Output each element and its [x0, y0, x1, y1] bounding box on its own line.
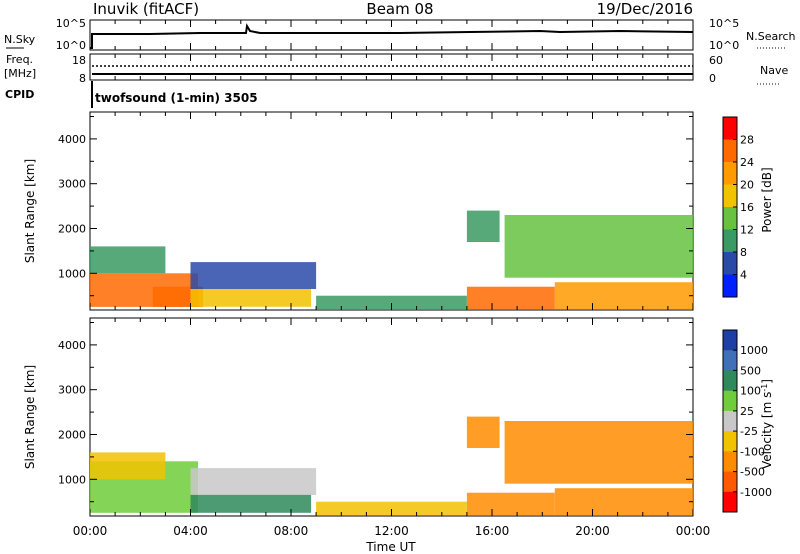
velocity-scale-swatch [723, 491, 737, 513]
power-scale-swatch [723, 162, 737, 185]
power-scale-swatch [723, 207, 737, 230]
velocity-scale-swatch [723, 330, 737, 351]
power-scale-swatch [723, 117, 737, 140]
heatmap-cell [466, 210, 500, 242]
power-scale-swatch [723, 184, 737, 208]
velocity-scale-label: -100 [740, 445, 765, 458]
nave-tick-bottom: 0 [709, 72, 716, 85]
cpid-value: twofsound (1-min) 3505 [95, 91, 258, 105]
power-scale-title: Power [dB] [760, 167, 774, 232]
power-scale-label: 4 [740, 269, 747, 282]
nave-label: Nave [760, 64, 788, 77]
x-tick-label: 00:00 [73, 524, 108, 538]
heatmap-cell [190, 468, 317, 495]
power-scale-swatch [723, 229, 737, 253]
velocity-scale-label: -1000 [740, 486, 772, 499]
velocity-scale-label: 25 [740, 405, 754, 418]
velocity-color-scale: 1000 500 100 25 -25 -100 -500 -1000 [722, 329, 772, 513]
power-y-title: Slant Range [km] [23, 159, 37, 263]
y-tick-label: 3000 [58, 178, 86, 191]
y-tick-label: 4000 [58, 339, 86, 352]
power-scale-label: 24 [740, 156, 754, 169]
x-tick-label: 12:00 [374, 524, 409, 538]
x-tick-label: 16:00 [475, 524, 510, 538]
beam-title: Beam 08 [366, 0, 433, 18]
heatmap-cell [90, 452, 166, 480]
heatmap-cell [190, 288, 312, 307]
velocity-scale-swatch [723, 471, 737, 493]
date-title: 19/Dec/2016 [597, 0, 693, 18]
velocity-heatmap [90, 416, 693, 516]
velocity-scale-swatch [723, 451, 737, 472]
power-scale-swatch [723, 252, 737, 275]
power-scale-label: 12 [740, 224, 754, 237]
heatmap-cell [554, 488, 693, 516]
velocity-scale-border [722, 329, 738, 513]
velocity-scale-title: Velocity [m s-1] [760, 379, 774, 469]
velocity-y-ticks: 1000 2000 3000 4000 [58, 322, 693, 503]
heatmap-cell [190, 494, 312, 513]
velocity-scale-swatch [723, 370, 737, 392]
x-tick-label: 04:00 [173, 524, 208, 538]
heatmap-cell [316, 295, 467, 310]
heatmap-cell [504, 215, 693, 278]
nsearch-tick-bottom: 10^0 [709, 39, 739, 52]
y-tick-label: 2000 [58, 223, 86, 236]
cpid-label: CPID [5, 88, 34, 101]
power-heatmap [90, 210, 693, 310]
velocity-scale-label: 500 [740, 364, 761, 377]
nsky-tick-top: 10^5 [56, 17, 86, 30]
power-scale-label: 28 [740, 134, 754, 147]
x-tick-label: 00:00 [676, 524, 711, 538]
power-scale-swatch [723, 139, 737, 163]
velocity-scale-label: -25 [740, 425, 758, 438]
y-tick-label: 1000 [58, 473, 86, 486]
heatmap-cell [90, 246, 166, 274]
heatmap-cell [504, 421, 693, 484]
velocity-scale-swatch [723, 390, 737, 412]
heatmap-cell [190, 262, 317, 289]
velocity-y-title: Slant Range [km] [23, 365, 37, 469]
freq-tick-top: 18 [72, 54, 86, 67]
heatmap-cell [466, 416, 500, 448]
freq-label: Freq. [6, 53, 33, 66]
y-tick-label: 3000 [58, 384, 86, 397]
power-scale-label: 16 [740, 201, 754, 214]
nsearch-label: N.Search [746, 30, 796, 43]
y-tick-label: 4000 [58, 133, 86, 146]
x-axis-title: Time UT [365, 540, 416, 554]
power-y-ticks: 1000 2000 3000 4000 [58, 116, 693, 297]
nsky-trace [90, 23, 694, 49]
velocity-scale-label: -500 [740, 466, 765, 479]
velocity-scale-swatch [723, 410, 737, 432]
nsky-label: N.Sky [4, 33, 36, 46]
heatmap-cell [466, 286, 555, 310]
y-tick-label: 2000 [58, 429, 86, 442]
freq-unit: [MHz] [4, 67, 36, 80]
nsky-tick-bottom: 10^0 [56, 39, 86, 52]
power-scale-swatch [723, 274, 737, 298]
station-title: Inuvik (fitACF) [93, 0, 199, 18]
x-tick-label: 08:00 [274, 524, 309, 538]
power-scale-label: 20 [740, 179, 754, 192]
velocity-scale-label: 100 [740, 385, 761, 398]
nsearch-tick-top: 10^5 [709, 17, 739, 30]
velocity-scale-swatch [723, 431, 737, 452]
freq-tick-bottom: 8 [79, 72, 86, 85]
x-axis-ticks: 00:00 04:00 08:00 12:00 16:00 20:00 00:00 [73, 20, 711, 538]
nave-tick-top: 60 [709, 54, 723, 67]
power-color-scale: 28 24 20 16 12 8 4 [722, 116, 754, 298]
y-tick-label: 1000 [58, 267, 86, 280]
power-scale-label: 8 [740, 246, 747, 259]
x-tick-label: 20:00 [575, 524, 610, 538]
velocity-scale-label: 1000 [740, 344, 768, 357]
velocity-scale-swatch [723, 350, 737, 371]
heatmap-cell [316, 501, 467, 516]
heatmap-cell [554, 282, 693, 310]
heatmap-cell [466, 492, 555, 516]
